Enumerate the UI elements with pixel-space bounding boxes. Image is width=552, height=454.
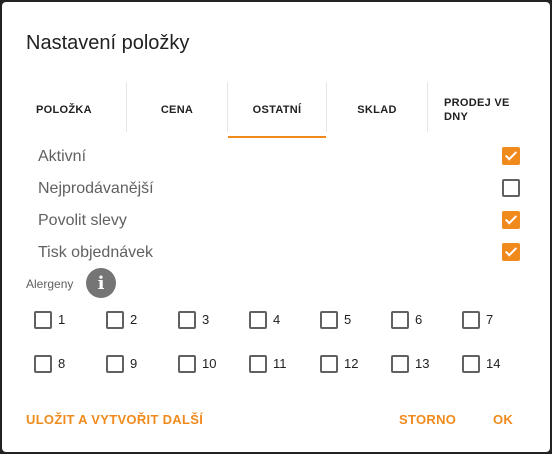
allergen-checkbox[interactable] [34,355,52,373]
allergen-number: 11 [273,356,287,371]
option-label: Tisk objednávek [38,244,154,261]
option-povolit-slevy: Povolit slevy [38,208,522,236]
tab-cena[interactable]: CENA [160,104,194,116]
allergen-checkbox[interactable] [178,355,196,373]
tab-polozka[interactable]: POLOŽKA [36,104,92,116]
allergen-number: 5 [344,312,352,327]
allergen-number: 3 [202,312,210,327]
tab-divider [227,82,228,132]
allergen-checkbox[interactable] [462,311,480,329]
allergen-checkbox[interactable] [320,311,338,329]
allergen-checkbox[interactable] [178,311,196,329]
tab-sklad[interactable]: SKLAD [357,104,397,116]
dialog-title: Nastavení položky [26,32,190,54]
tab-bar: POLOŽKA CENA OSTATNÍ SKLAD PRODEJ VE DNY [2,82,550,138]
allergen-checkbox[interactable] [391,355,409,373]
allergen-checkbox[interactable] [106,311,124,329]
tab-divider [126,82,127,132]
allergen-number: 14 [486,356,501,371]
save-and-create-next-button[interactable]: ULOŽIT A VYTVOŘIT DALŠÍ [26,412,204,427]
allergen-number: 8 [58,356,66,371]
allergen-checkbox[interactable] [249,355,267,373]
option-aktivni: Aktivní [38,144,522,172]
tab-label-line: PRODEJ VE [444,97,510,109]
option-label: Nejprodávanější [38,180,154,197]
tab-divider [427,82,428,132]
allergen-checkbox[interactable] [391,311,409,329]
allergen-number: 4 [273,312,281,327]
allergen-number: 7 [486,312,494,327]
allergen-number: 13 [415,356,430,371]
tisk-objednavek-checkbox[interactable] [502,243,520,261]
ok-button[interactable]: OK [493,412,514,427]
tab-divider [326,82,327,132]
allergen-number: 10 [202,356,217,371]
allergen-checkbox[interactable] [320,355,338,373]
allergen-number: 6 [415,312,423,327]
allergen-checkbox[interactable] [106,355,124,373]
option-label: Aktivní [38,148,87,165]
cancel-button[interactable]: STORNO [399,412,457,427]
tab-prodej-ve-dny[interactable]: PRODEJ VE DNY [428,82,550,138]
tab-ostatni[interactable]: OSTATNÍ [228,82,326,138]
allergen-number: 1 [58,312,66,327]
allergen-number: 12 [344,356,359,371]
allergens-label: Alergeny [26,277,74,291]
allergen-checkbox[interactable] [249,311,267,329]
povolit-slevy-checkbox[interactable] [502,211,520,229]
nejprodavanejsi-checkbox[interactable] [502,179,520,197]
allergen-number: 9 [130,356,138,371]
allergen-checkbox[interactable] [34,311,52,329]
option-label: Povolit slevy [38,212,127,229]
info-icon[interactable]: i [86,268,116,298]
allergen-checkbox[interactable] [462,355,480,373]
aktivni-checkbox[interactable] [502,147,520,165]
tab-label-line: DNY [444,111,469,123]
option-nejprodavanejsi: Nejprodávanější [38,176,522,204]
option-tisk-objednavek: Tisk objednávek [38,240,522,268]
allergen-number: 2 [130,312,138,327]
